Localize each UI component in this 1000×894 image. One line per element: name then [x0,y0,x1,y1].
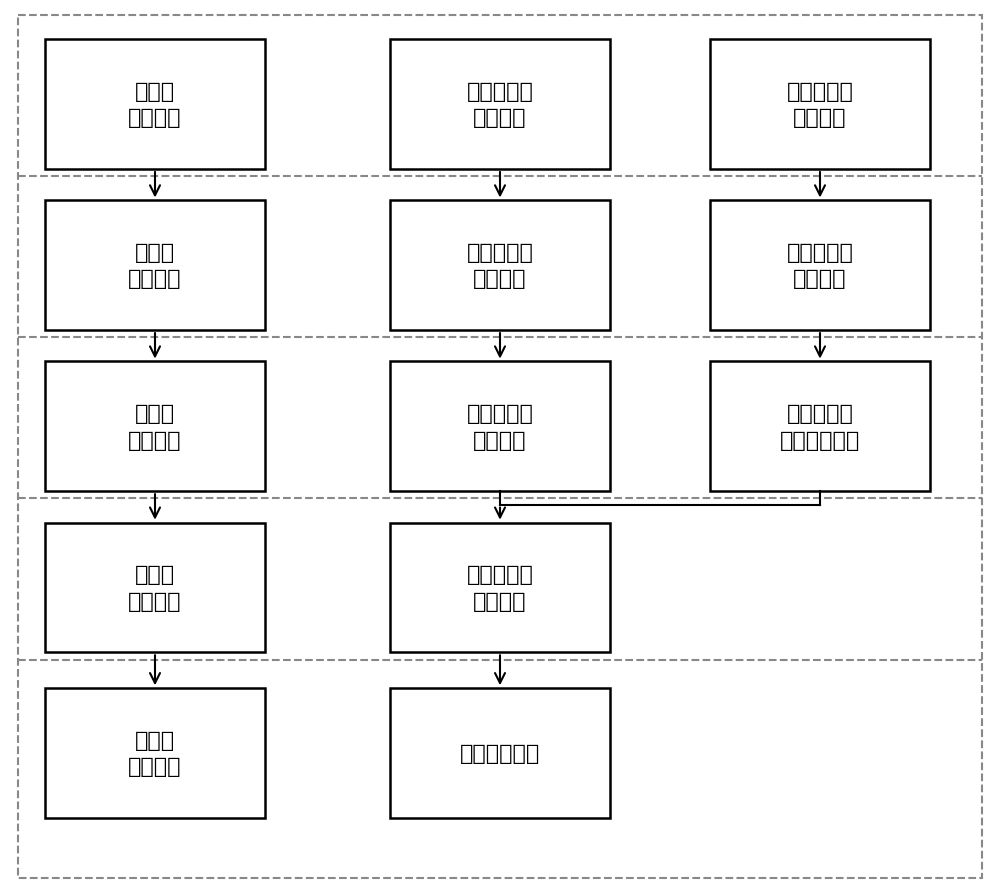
Text: 第一乘法器
乘法运算: 第一乘法器 乘法运算 [467,404,533,450]
Text: 第二个
时钟周期: 第二个 时钟周期 [128,243,182,289]
Text: 第四个
时钟周期: 第四个 时钟周期 [128,565,182,611]
Bar [390,201,610,331]
Text: 运算结果输出: 运算结果输出 [460,743,540,763]
Bar [45,523,265,653]
Text: 第二乘法器
完成运算: 第二乘法器 完成运算 [787,243,853,289]
Bar [45,362,265,492]
Text: 第五个
时钟周期: 第五个 时钟周期 [128,730,182,776]
Text: 第二减法器
完成运算: 第二减法器 完成运算 [467,565,533,611]
Bar [710,362,930,492]
Bar [710,40,930,170]
Bar [45,40,265,170]
Bar [390,688,610,818]
Text: 第二乘法器
延时一个周期: 第二乘法器 延时一个周期 [780,404,860,450]
Bar [710,201,930,331]
Bar [390,362,610,492]
Text: 第一个
时钟周期: 第一个 时钟周期 [128,82,182,128]
Text: 第一减法器
接收数据: 第一减法器 接收数据 [467,82,533,128]
Text: 第三个
时钟周期: 第三个 时钟周期 [128,404,182,450]
Bar [45,201,265,331]
Text: 第二乘法器
接收数据: 第二乘法器 接收数据 [787,82,853,128]
Bar [45,688,265,818]
Bar [390,523,610,653]
Text: 第一减法器
完成运算: 第一减法器 完成运算 [467,243,533,289]
Bar [390,40,610,170]
